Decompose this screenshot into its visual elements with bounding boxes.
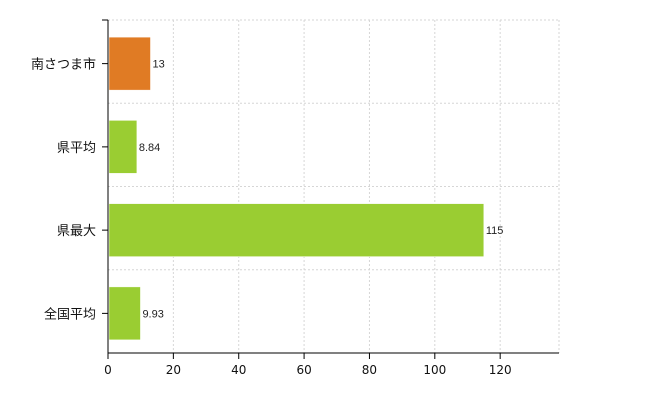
x-tick-label-5: 100: [423, 363, 446, 377]
grid-layer: [108, 19, 560, 353]
bar-0: [108, 36, 151, 91]
value-label-3: 9.93: [142, 308, 163, 320]
bar-2: [108, 203, 485, 257]
value-label-2: 115: [486, 225, 504, 237]
axis-layer: 0 20 40 60 80 100 120: [102, 19, 559, 377]
x-tick-label-1: 20: [166, 363, 181, 377]
x-tick-label-3: 60: [296, 363, 311, 377]
category-label-0: 南さつま市: [31, 57, 96, 73]
bar-3: [108, 286, 141, 341]
label-layer: 13 南さつま市 8.84 県平均 115 県最大 9.93 全国平均: [31, 57, 503, 323]
value-label-1: 8.84: [139, 142, 160, 154]
value-label-0: 13: [152, 59, 164, 71]
x-tick-label-0: 0: [104, 363, 112, 377]
bar-layer: [108, 36, 485, 341]
category-label-1: 県平均: [57, 141, 96, 156]
category-label-2: 県最大: [57, 224, 96, 239]
bar-1: [108, 120, 138, 174]
x-tick-label-2: 40: [231, 363, 246, 377]
category-label-3: 全国平均: [44, 306, 96, 322]
x-tick-label-4: 80: [362, 363, 377, 377]
x-tick-label-6: 120: [489, 363, 512, 377]
